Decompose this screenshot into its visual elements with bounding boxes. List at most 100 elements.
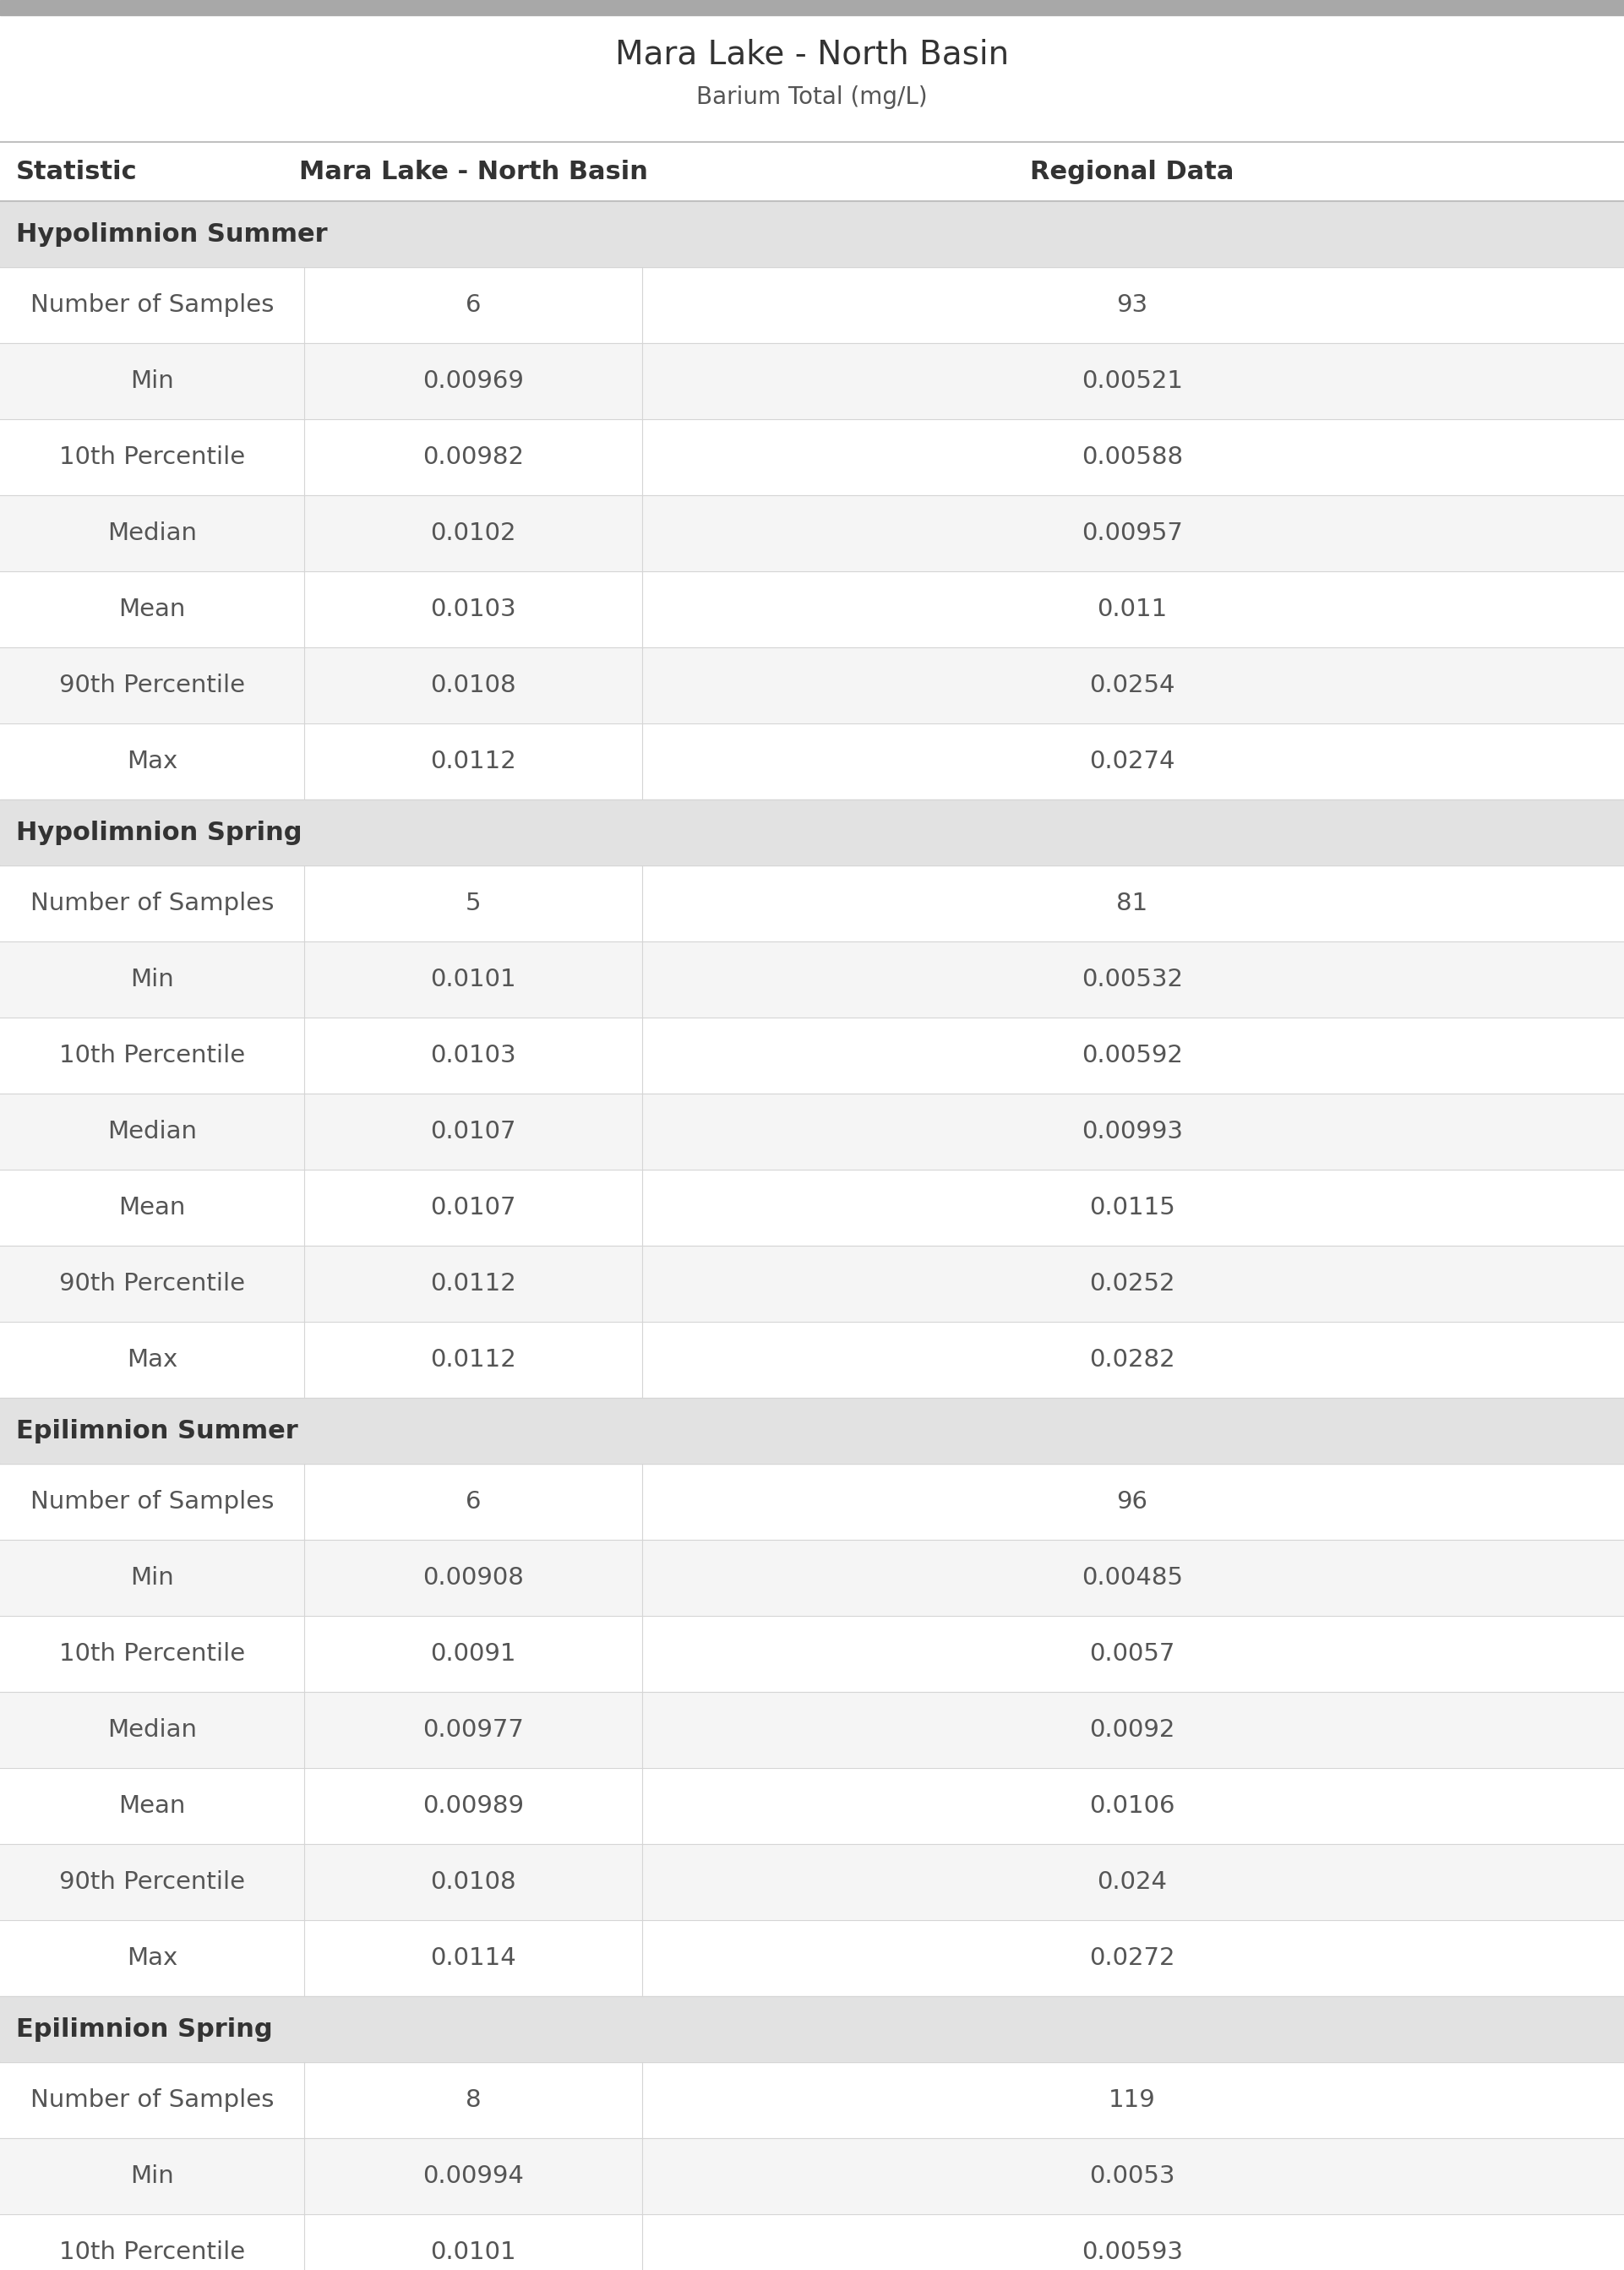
- Bar: [0, 1094, 1624, 1169]
- Bar: [0, 1995, 1624, 2061]
- Text: Barium Total (mg/L): Barium Total (mg/L): [697, 86, 927, 109]
- Bar: [0, 0, 1624, 16]
- Text: 0.00957: 0.00957: [1082, 522, 1182, 545]
- Bar: [0, 143, 1624, 202]
- Text: Hypolimnion Spring: Hypolimnion Spring: [16, 819, 302, 844]
- Text: 0.0282: 0.0282: [1090, 1348, 1176, 1371]
- Text: Epilimnion Summer: Epilimnion Summer: [16, 1419, 299, 1444]
- Text: Min: Min: [130, 2163, 174, 2188]
- Text: Regional Data: Regional Data: [1030, 159, 1234, 184]
- Text: 0.0272: 0.0272: [1090, 1945, 1176, 1970]
- Text: 0.00521: 0.00521: [1082, 370, 1182, 393]
- Text: 0.00969: 0.00969: [422, 370, 525, 393]
- Text: 8: 8: [466, 2088, 481, 2111]
- Bar: [0, 1768, 1624, 1843]
- Bar: [0, 2138, 1624, 2213]
- Text: Min: Min: [130, 370, 174, 393]
- Text: Median: Median: [107, 522, 197, 545]
- Text: Number of Samples: Number of Samples: [31, 892, 274, 915]
- Text: Statistic: Statistic: [16, 159, 138, 184]
- Text: 96: 96: [1117, 1489, 1148, 1514]
- Text: 0.0103: 0.0103: [430, 1044, 516, 1067]
- Text: Epilimnion Spring: Epilimnion Spring: [16, 2016, 273, 2041]
- Text: 0.0112: 0.0112: [430, 749, 516, 774]
- Text: 0.0053: 0.0053: [1090, 2163, 1176, 2188]
- Text: 0.0274: 0.0274: [1090, 749, 1176, 774]
- Text: 0.011: 0.011: [1098, 597, 1168, 622]
- Text: Mara Lake - North Basin: Mara Lake - North Basin: [615, 39, 1009, 70]
- Text: 0.0112: 0.0112: [430, 1348, 516, 1371]
- Text: 10th Percentile: 10th Percentile: [58, 1641, 245, 1666]
- Text: 10th Percentile: 10th Percentile: [58, 2240, 245, 2263]
- Text: Min: Min: [130, 1566, 174, 1589]
- Text: 0.00532: 0.00532: [1082, 967, 1182, 992]
- Text: 0.00485: 0.00485: [1082, 1566, 1182, 1589]
- Bar: [0, 942, 1624, 1017]
- Text: 0.0101: 0.0101: [430, 967, 516, 992]
- Text: Number of Samples: Number of Samples: [31, 293, 274, 318]
- Text: Number of Samples: Number of Samples: [31, 2088, 274, 2111]
- Text: 0.0252: 0.0252: [1090, 1271, 1176, 1296]
- Bar: [0, 1169, 1624, 1246]
- Bar: [0, 343, 1624, 420]
- Text: 0.00593: 0.00593: [1082, 2240, 1182, 2263]
- Bar: [0, 647, 1624, 724]
- Text: 0.0102: 0.0102: [430, 522, 516, 545]
- Text: 0.0108: 0.0108: [430, 674, 516, 697]
- Bar: [0, 2213, 1624, 2270]
- Text: 6: 6: [466, 1489, 481, 1514]
- Text: 0.0115: 0.0115: [1090, 1196, 1176, 1219]
- Text: Max: Max: [127, 749, 177, 774]
- Text: 0.0106: 0.0106: [1090, 1793, 1176, 1818]
- Text: 0.0103: 0.0103: [430, 597, 516, 622]
- Text: 81: 81: [1117, 892, 1148, 915]
- Text: 0.0057: 0.0057: [1090, 1641, 1176, 1666]
- Text: 6: 6: [466, 293, 481, 318]
- Text: 0.0254: 0.0254: [1090, 674, 1176, 697]
- Bar: [0, 420, 1624, 495]
- Bar: [0, 1246, 1624, 1321]
- Text: Mara Lake - North Basin: Mara Lake - North Basin: [299, 159, 648, 184]
- Text: Median: Median: [107, 1718, 197, 1741]
- Text: 93: 93: [1117, 293, 1148, 318]
- Text: Mean: Mean: [119, 597, 185, 622]
- Text: 0.0114: 0.0114: [430, 1945, 516, 1970]
- Text: 5: 5: [466, 892, 481, 915]
- Text: 0.00588: 0.00588: [1082, 445, 1182, 470]
- Text: 0.024: 0.024: [1098, 1870, 1168, 1893]
- Text: 0.00592: 0.00592: [1082, 1044, 1182, 1067]
- Bar: [0, 1017, 1624, 1094]
- Bar: [0, 1843, 1624, 1920]
- Text: 0.0107: 0.0107: [430, 1196, 516, 1219]
- Text: 0.00993: 0.00993: [1082, 1119, 1182, 1144]
- Bar: [0, 572, 1624, 647]
- Bar: [0, 1539, 1624, 1616]
- Text: 90th Percentile: 90th Percentile: [58, 1870, 245, 1893]
- Text: 90th Percentile: 90th Percentile: [58, 1271, 245, 1296]
- Bar: [0, 865, 1624, 942]
- Text: 0.00977: 0.00977: [422, 1718, 525, 1741]
- Text: Median: Median: [107, 1119, 197, 1144]
- Bar: [0, 202, 1624, 268]
- Bar: [0, 1398, 1624, 1464]
- Text: 0.0101: 0.0101: [430, 2240, 516, 2263]
- Text: Mean: Mean: [119, 1793, 185, 1818]
- Text: 0.00994: 0.00994: [422, 2163, 525, 2188]
- Text: 0.00982: 0.00982: [422, 445, 525, 470]
- Text: 0.0091: 0.0091: [430, 1641, 516, 1666]
- Bar: [0, 724, 1624, 799]
- Bar: [0, 799, 1624, 865]
- Text: 119: 119: [1109, 2088, 1156, 2111]
- Bar: [0, 268, 1624, 343]
- Text: Max: Max: [127, 1348, 177, 1371]
- Bar: [0, 1464, 1624, 1539]
- Text: Min: Min: [130, 967, 174, 992]
- Bar: [0, 1920, 1624, 1995]
- Text: Mean: Mean: [119, 1196, 185, 1219]
- Text: Hypolimnion Summer: Hypolimnion Summer: [16, 222, 328, 247]
- Text: 10th Percentile: 10th Percentile: [58, 1044, 245, 1067]
- Text: 0.0092: 0.0092: [1090, 1718, 1176, 1741]
- Text: 0.0108: 0.0108: [430, 1870, 516, 1893]
- Text: 0.00908: 0.00908: [422, 1566, 525, 1589]
- Text: Number of Samples: Number of Samples: [31, 1489, 274, 1514]
